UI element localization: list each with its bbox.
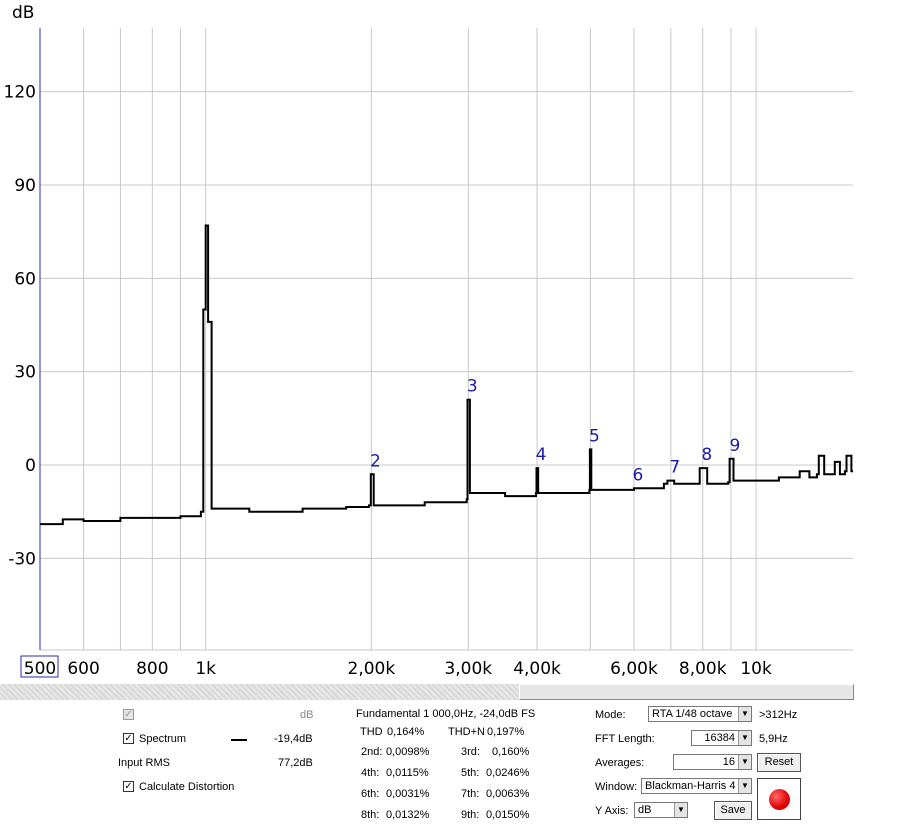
h9-label: 9th: xyxy=(461,809,480,821)
chevron-down-icon: ▼ xyxy=(738,755,751,769)
mode-dropdown[interactable]: RTA 1/48 octave ▼ xyxy=(648,706,752,722)
harmonic-markers: 2 3 4 5 6 7 8 9 xyxy=(370,377,740,486)
averages-dropdown[interactable]: 16 ▼ xyxy=(673,754,752,770)
harmonic-marker-label: 7 xyxy=(669,458,680,478)
h8-label: 8th: xyxy=(361,809,380,821)
top-unit-label: dB xyxy=(300,709,314,721)
chevron-down-icon: ▼ xyxy=(738,731,751,745)
thdn-value: 0,197% xyxy=(487,726,525,738)
x-tick-label: 6,00k xyxy=(610,659,658,679)
averages-value: 16 xyxy=(722,756,735,768)
x-tick-label: 8,00k xyxy=(679,659,727,679)
h2-label: 2nd: xyxy=(361,746,383,758)
chevron-down-icon: ▼ xyxy=(674,803,687,817)
frequency-scrollbar-thumb[interactable] xyxy=(519,684,854,700)
harmonic-marker-label: 6 xyxy=(633,465,644,485)
h2-value: 0,0098% xyxy=(386,746,430,758)
x-tick-labels: 500 600 800 1k 2,00k 3,00k 4,00k 6,00k 8,00k 10k xyxy=(20,655,772,679)
y-tick-label: 90 xyxy=(14,176,36,196)
thdn-label: THD+N xyxy=(448,726,485,738)
calculate-distortion-label: Calculate Distortion xyxy=(139,781,235,793)
y-tick-label: 60 xyxy=(14,269,36,289)
y-tick-label: 120 xyxy=(4,83,36,103)
harmonic-marker-label: 5 xyxy=(589,426,600,446)
h9-value: 0,0150% xyxy=(486,809,530,821)
averages-label: Averages: xyxy=(595,757,645,769)
x-tick-label: 10k xyxy=(740,659,772,679)
fundamental-readout: Fundamental 1 000,0Hz, -24,0dB FS xyxy=(356,708,536,720)
y-tick-labels: 120 90 60 30 0 -30 xyxy=(4,83,36,570)
h3-value: 0,160% xyxy=(492,746,530,758)
harmonic-marker-label: 3 xyxy=(467,377,478,397)
y-axis-value: dB xyxy=(638,804,652,816)
fft-length-dropdown[interactable]: 16384 ▼ xyxy=(691,730,752,746)
harmonic-marker-label: 4 xyxy=(536,445,547,465)
y-tick-label: 0 xyxy=(25,456,36,476)
spectrum-line-swatch xyxy=(231,739,247,741)
thd-value: 0,164% xyxy=(387,726,425,738)
h6-label: 6th: xyxy=(361,788,380,800)
h7-value: 0,0063% xyxy=(486,788,530,800)
y-tick-label: -30 xyxy=(8,549,36,569)
fft-length-note: 5,9Hz xyxy=(759,733,788,745)
y-tick-label: 30 xyxy=(14,363,36,383)
reset-button[interactable]: Reset xyxy=(757,753,801,772)
save-button[interactable]: Save xyxy=(714,801,752,820)
window-value: Blackman-Harris 4 xyxy=(645,780,736,792)
calculate-distortion-checkbox[interactable]: ✓ xyxy=(123,781,134,792)
mode-note: >312Hz xyxy=(759,709,798,721)
window-label: Window: xyxy=(595,781,638,793)
y-axis-unit-label: dB xyxy=(12,3,34,23)
fft-length-label: FFT Length: xyxy=(595,733,655,745)
y-axis-dropdown[interactable]: dB ▼ xyxy=(634,802,688,818)
h7-label: 7th: xyxy=(461,788,480,800)
input-rms-label: Input RMS xyxy=(118,757,170,769)
h4-value: 0,0115% xyxy=(386,767,429,779)
h6-value: 0,0031% xyxy=(386,788,430,800)
spectrum-trace xyxy=(40,224,853,526)
x-tick-label: 500 xyxy=(24,659,56,679)
x-tick-label: 1k xyxy=(195,659,216,679)
harmonic-marker-label: 8 xyxy=(701,445,712,465)
h8-value: 0,0132% xyxy=(386,809,430,821)
spectrum-value: -19,4dB xyxy=(274,733,313,745)
x-tick-label: 3,00k xyxy=(444,659,492,679)
spectrum-checkbox[interactable]: ✓ xyxy=(123,733,134,744)
harmonic-marker-label: 2 xyxy=(370,451,381,471)
fft-length-value: 16384 xyxy=(704,732,735,744)
x-tick-label-focus-box xyxy=(20,655,59,678)
chart-grid xyxy=(40,28,853,651)
thd-label: THD xyxy=(360,726,383,738)
x-tick-label: 4,00k xyxy=(513,659,561,679)
rta-chart: dB 120 90 60 30 0 -30 500 600 800 1k 2,00k 3,00k 4,… xyxy=(4,3,853,679)
spectrum-label: Spectrum xyxy=(139,733,187,745)
harmonic-marker-label: 9 xyxy=(729,436,740,456)
h5-label: 5th: xyxy=(461,767,480,779)
chevron-down-icon: ▼ xyxy=(738,779,751,793)
x-tick-label: 2,00k xyxy=(348,659,396,679)
record-button[interactable] xyxy=(757,778,801,820)
panel-divider-left xyxy=(349,704,350,822)
x-tick-label: 800 xyxy=(136,659,168,679)
x-tick-label: 600 xyxy=(67,659,99,679)
mode-value: RTA 1/48 octave xyxy=(652,708,733,720)
chevron-down-icon: ▼ xyxy=(738,707,751,721)
y-axis-label: Y Axis: xyxy=(595,805,629,817)
mode-label: Mode: xyxy=(595,709,626,721)
input-rms-value: 77,2dB xyxy=(278,757,313,769)
window-dropdown[interactable]: Blackman-Harris 4 ▼ xyxy=(641,778,752,794)
h4-label: 4th: xyxy=(361,767,380,779)
h3-label: 3rd: xyxy=(461,746,480,758)
top-checkbox: ✓ xyxy=(123,709,134,720)
record-icon xyxy=(769,789,790,810)
h5-value: 0,0246% xyxy=(486,767,530,779)
panel-divider-right xyxy=(587,704,588,822)
